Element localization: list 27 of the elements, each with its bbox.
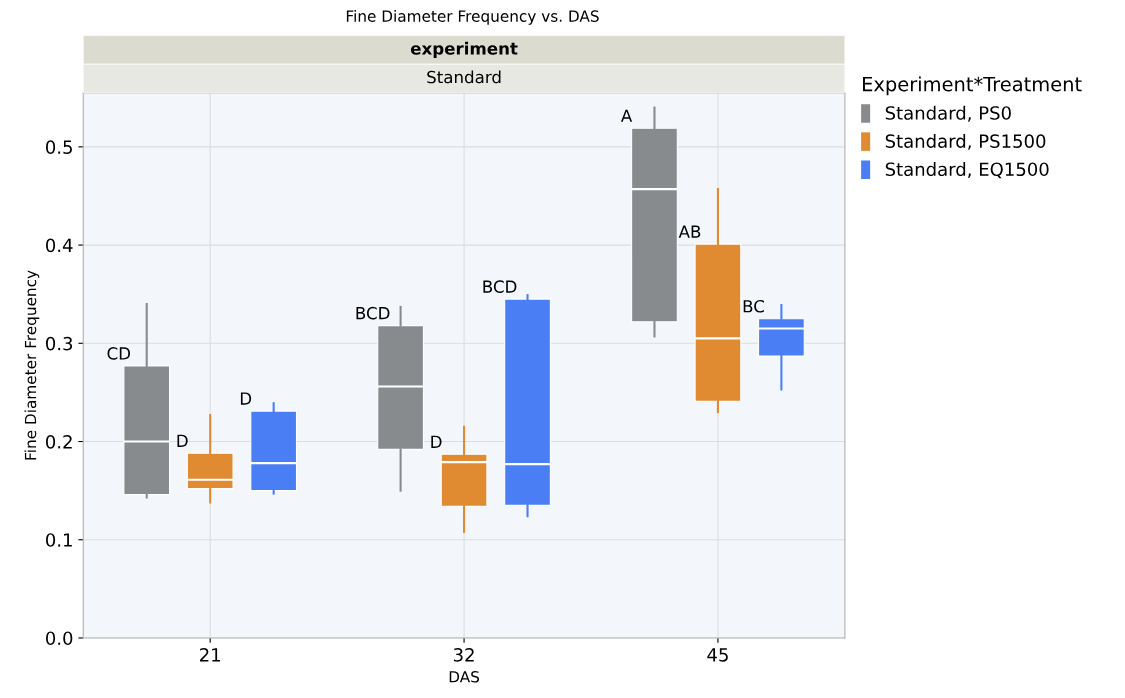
- x-tick-label: 21: [200, 648, 221, 662]
- text: CD: [107, 347, 131, 360]
- y-tick-label: 0.1: [46, 533, 72, 547]
- legend-label: Standard, PS1500: [885, 133, 1046, 150]
- y-tick-label: 0.3: [46, 336, 73, 351]
- legend-label: Standard, PS0: [885, 105, 1011, 122]
- legend-title: Experiment*Treatment: [863, 76, 1082, 96]
- text: D: [240, 392, 252, 405]
- text: BCD: [483, 280, 517, 293]
- text: BC: [743, 299, 764, 313]
- y-tick-label: 0.2: [46, 434, 72, 449]
- chart-title: Fine Diameter Frequency vs. DAS: [346, 10, 599, 25]
- x-tick-label: 32: [453, 648, 474, 662]
- text: D: [177, 434, 188, 447]
- x-axis-title: DAS: [449, 670, 480, 683]
- text: AB: [678, 225, 701, 238]
- y-tick-label: 0.5: [46, 140, 72, 154]
- text: experiment: [410, 41, 518, 58]
- text: BCD: [356, 306, 390, 320]
- x-tick-label: 45: [707, 648, 728, 662]
- y-tick-label: 0.0: [46, 631, 73, 646]
- y-axis-title: Fine Diameter Frequency: [24, 270, 40, 460]
- text: D: [431, 435, 442, 448]
- legend-label: Standard, EQ1500: [885, 162, 1049, 179]
- y-tick-label: 0.4: [46, 238, 73, 253]
- text: A: [620, 109, 633, 122]
- text: Standard: [427, 70, 501, 84]
